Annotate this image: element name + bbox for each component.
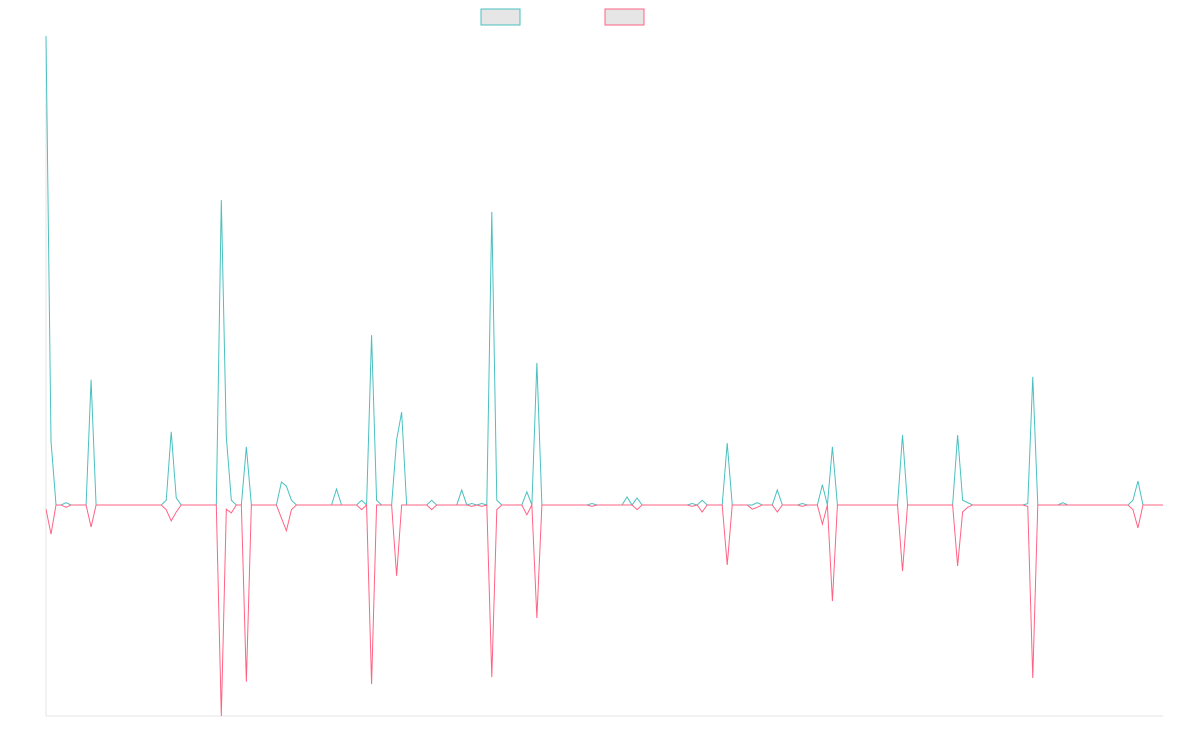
legend-swatch: [604, 8, 645, 26]
series-line: [45, 503, 1163, 717]
series-line: [45, 35, 1163, 507]
legend-swatch: [480, 8, 521, 26]
